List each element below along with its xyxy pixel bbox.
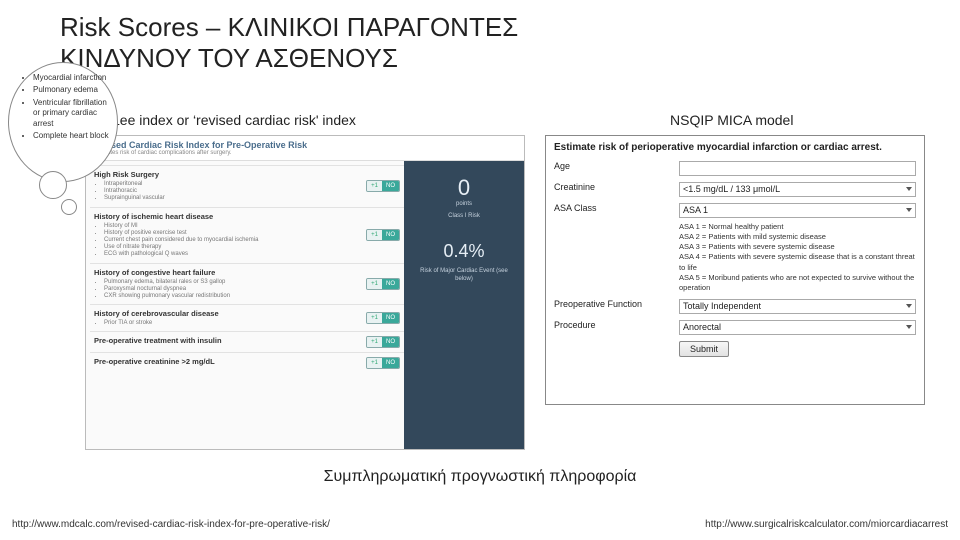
question-sub: Pulmonary edema, bilateral rales or S3 g… <box>104 279 362 286</box>
yes-no-toggle[interactable]: +1NO <box>366 229 400 241</box>
question-sub: Intraperitoneal <box>104 181 362 188</box>
question-row: History of congestive heart failure Pulmo… <box>90 263 404 305</box>
question-sub: Suprainguinal vascular <box>104 195 362 202</box>
age-input[interactable] <box>679 161 916 176</box>
url-left: http://www.mdcalc.com/revised-cardiac-ri… <box>12 519 330 530</box>
question-row: Pre-operative creatinine >2 mg/dL +1NO <box>90 352 404 373</box>
cloud-item: Ventricular fibrillation or primary card… <box>33 98 109 129</box>
yes-no-toggle[interactable]: +1NO <box>366 180 400 192</box>
preop-select[interactable]: Totally Independent <box>679 299 916 314</box>
question-title: High Risk Surgery <box>94 170 362 179</box>
outcomes-callout: Myocardial infarction Pulmonary edema Ve… <box>8 62 118 182</box>
lee-questions: High Risk Surgery IntraperitonealIntratho… <box>86 161 404 450</box>
question-sub: History of positive exercise test <box>104 230 362 237</box>
yes-no-toggle[interactable]: +1NO <box>366 357 400 369</box>
title-line2: ΚΙΝΔΥΝΟΥ ΤΟΥ ΑΣΘΕΝΟΥΣ <box>60 43 518 74</box>
yes-no-toggle[interactable]: +1NO <box>366 278 400 290</box>
asa-notes: ASA 1 = Normal healthy patient ASA 2 = P… <box>679 222 916 293</box>
procedure-select[interactable]: Anorectal <box>679 320 916 335</box>
question-title: Pre-operative creatinine >2 mg/dL <box>94 357 362 366</box>
question-sub: CXR showing pulmonary vascular redistrib… <box>104 293 362 300</box>
lee-header-sub: Estimates risk of cardiac complications … <box>92 150 518 156</box>
lee-header-title: Revised Cardiac Risk Index for Pre-Opera… <box>92 140 307 150</box>
result-class: Class I Risk <box>448 213 480 219</box>
footer-note: Συμπληρωματική προγνωστική πληροφορία <box>0 468 960 486</box>
submit-button[interactable]: Submit <box>679 341 729 357</box>
asa-select[interactable]: ASA 1 <box>679 203 916 218</box>
question-title: History of congestive heart failure <box>94 268 362 277</box>
title-line1: Risk Scores – ΚΛΙΝΙΚΟΙ ΠΑΡΑΓΟΝΤΕΣ <box>60 12 518 43</box>
result-points-label: points <box>456 201 472 207</box>
creatinine-label: Creatinine <box>554 182 679 192</box>
lee-header: Revised Cardiac Risk Index for Pre-Opera… <box>86 136 524 161</box>
lee-calculator-panel: Revised Cardiac Risk Index for Pre-Opera… <box>85 135 525 450</box>
question-title: History of ischemic heart disease <box>94 212 362 221</box>
result-percent: 0.4% <box>443 241 484 262</box>
asa-note: ASA 5 = Moribund patients who are not ex… <box>679 273 916 293</box>
cloud-item: Complete heart block <box>33 131 109 141</box>
question-sub: Paroxysmal nocturnal dyspnea <box>104 286 362 293</box>
question-sub: Intrathoracic <box>104 188 362 195</box>
question-sub: Use of nitrate therapy <box>104 244 362 251</box>
question-row: History of ischemic heart disease History… <box>90 207 404 263</box>
question-row: High Risk Surgery IntraperitonealIntratho… <box>90 165 404 207</box>
nsqip-heading: NSQIP MICA model <box>670 112 793 128</box>
question-row: Pre-operative treatment with insulin +1NO <box>90 331 404 352</box>
question-row: History of cerebrovascular disease Prior … <box>90 304 404 331</box>
question-sub: History of MI <box>104 223 362 230</box>
asa-note: ASA 1 = Normal healthy patient <box>679 222 916 232</box>
question-sub: Current chest pain considered due to myo… <box>104 237 362 244</box>
slide-title: Risk Scores – ΚΛΙΝΙΚΟΙ ΠΑΡΑΓΟΝΤΕΣ ΚΙΝΔΥΝ… <box>60 12 518 74</box>
question-sub: ECG with pathological Q waves <box>104 251 362 258</box>
question-sub: Prior TIA or stroke <box>104 320 362 327</box>
question-title: History of cerebrovascular disease <box>94 309 362 318</box>
nsqip-title: Estimate risk of perioperative myocardia… <box>554 142 916 153</box>
asa-label: ASA Class <box>554 203 679 213</box>
preop-label: Preoperative Function <box>554 299 679 309</box>
yes-no-toggle[interactable]: +1NO <box>366 312 400 324</box>
result-percent-label: Risk of Major Cardiac Event (see below) <box>404 268 524 284</box>
url-right: http://www.surgicalriskcalculator.com/mi… <box>705 519 948 530</box>
cloud-item: Pulmonary edema <box>33 85 109 95</box>
age-label: Age <box>554 161 679 171</box>
yes-no-toggle[interactable]: +1NO <box>366 336 400 348</box>
nsqip-calculator-panel: Estimate risk of perioperative myocardia… <box>545 135 925 405</box>
lee-result-panel: 0 points Class I Risk 0.4% Risk of Major… <box>404 161 524 450</box>
procedure-label: Procedure <box>554 320 679 330</box>
cloud-item: Myocardial infarction <box>33 73 109 83</box>
asa-note: ASA 4 = Patients with severe systemic di… <box>679 252 916 272</box>
asa-note: ASA 2 = Patients with mild systemic dise… <box>679 232 916 242</box>
creatinine-select[interactable]: <1.5 mg/dL / 133 μmol/L <box>679 182 916 197</box>
asa-note: ASA 3 = Patients with severe systemic di… <box>679 242 916 252</box>
question-title: Pre-operative treatment with insulin <box>94 336 362 345</box>
lee-heading: Lee index or ‘revised cardiac risk' inde… <box>112 112 356 128</box>
result-points: 0 <box>458 175 470 201</box>
